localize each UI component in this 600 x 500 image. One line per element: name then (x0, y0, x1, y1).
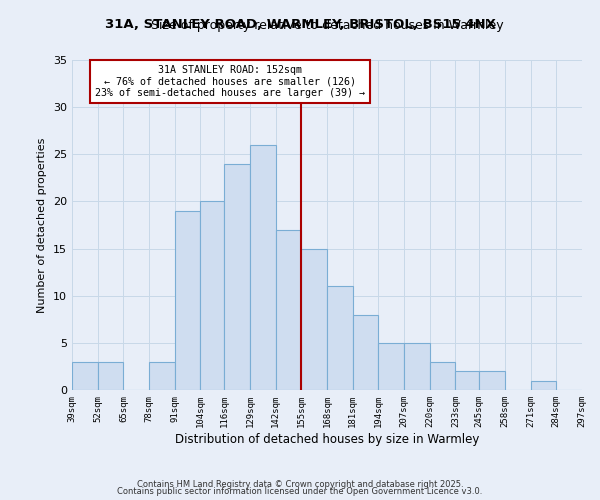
Text: Contains HM Land Registry data © Crown copyright and database right 2025.: Contains HM Land Registry data © Crown c… (137, 480, 463, 489)
Bar (301, 248, 327, 390)
Bar (479, 371, 505, 390)
Text: 31A STANLEY ROAD: 152sqm
← 76% of detached houses are smaller (126)
23% of semi-: 31A STANLEY ROAD: 152sqm ← 76% of detach… (95, 64, 365, 98)
Bar (149, 362, 175, 390)
Bar (327, 286, 353, 390)
Bar (275, 230, 301, 390)
Y-axis label: Number of detached properties: Number of detached properties (37, 138, 47, 312)
Bar (404, 343, 430, 390)
Bar (224, 164, 250, 390)
Bar (98, 362, 124, 390)
Bar (455, 371, 479, 390)
Bar (200, 202, 224, 390)
Bar (353, 314, 379, 390)
Bar (430, 362, 455, 390)
Text: 31A, STANLEY ROAD, WARMLEY, BRISTOL, BS15 4NX: 31A, STANLEY ROAD, WARMLEY, BRISTOL, BS1… (104, 18, 496, 30)
Bar (530, 380, 556, 390)
Text: Contains public sector information licensed under the Open Government Licence v3: Contains public sector information licen… (118, 487, 482, 496)
Bar (250, 145, 275, 390)
X-axis label: Distribution of detached houses by size in Warmley: Distribution of detached houses by size … (175, 432, 479, 446)
Bar (175, 211, 200, 390)
Title: Size of property relative to detached houses in Warmley: Size of property relative to detached ho… (151, 20, 503, 32)
Bar (379, 343, 404, 390)
Bar (72, 362, 98, 390)
